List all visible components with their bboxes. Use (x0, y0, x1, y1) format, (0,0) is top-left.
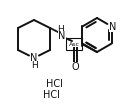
Text: H: H (58, 25, 64, 33)
Text: N: N (58, 31, 66, 41)
Text: N: N (109, 21, 116, 32)
Text: HCl: HCl (43, 90, 60, 100)
Text: Asc: Asc (69, 42, 80, 47)
Text: H: H (31, 60, 37, 70)
FancyBboxPatch shape (66, 38, 82, 50)
Text: N: N (30, 53, 38, 63)
Text: HCl: HCl (46, 79, 63, 89)
Text: O: O (71, 62, 79, 72)
